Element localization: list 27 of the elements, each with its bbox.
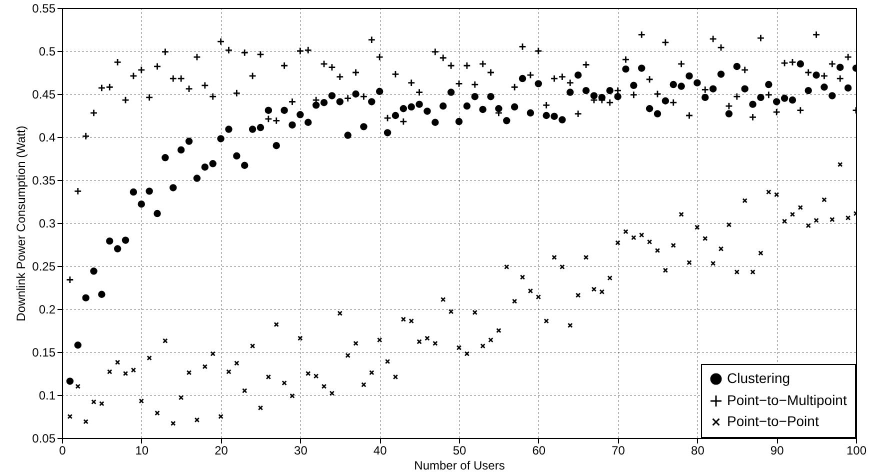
legend-label: Clustering: [727, 370, 790, 386]
y-tick-label: 0.1: [38, 388, 56, 402]
x-tick-label: 50: [452, 444, 466, 458]
x-tick-label: 0: [59, 444, 66, 458]
x-axis-title: Number of Users: [414, 458, 505, 472]
y-axis-title: Downlink Power Consumption (Watt): [14, 126, 28, 322]
x-tick-label: 100: [846, 444, 867, 458]
y-tick-label: 0.15: [32, 346, 56, 360]
x-tick-label: 70: [612, 444, 626, 458]
legend-label: Point−to−Point: [727, 413, 819, 429]
y-tick-label: 0.45: [32, 88, 56, 102]
legend-label: Point−to−Multipoint: [727, 392, 847, 408]
y-tick-label: 0.5: [38, 44, 56, 58]
y-tick-label: 0.05: [32, 432, 56, 446]
x-tick-label: 30: [294, 444, 308, 458]
y-tick-label: 0.3: [38, 216, 56, 230]
y-tick-label: 0.4: [38, 130, 56, 144]
y-tick-label: 0.35: [32, 174, 56, 188]
y-tick-label: 0.2: [38, 302, 56, 316]
x-tick-label: 90: [770, 444, 784, 458]
y-tick-label: 0.55: [32, 2, 56, 16]
x-tick-label: 10: [135, 444, 149, 458]
x-tick-label: 20: [214, 444, 228, 458]
x-tick-label: 80: [691, 444, 705, 458]
y-tick-label: 0.25: [32, 260, 56, 274]
x-tick-label: 60: [532, 444, 546, 458]
x-tick-label: 40: [373, 444, 388, 458]
